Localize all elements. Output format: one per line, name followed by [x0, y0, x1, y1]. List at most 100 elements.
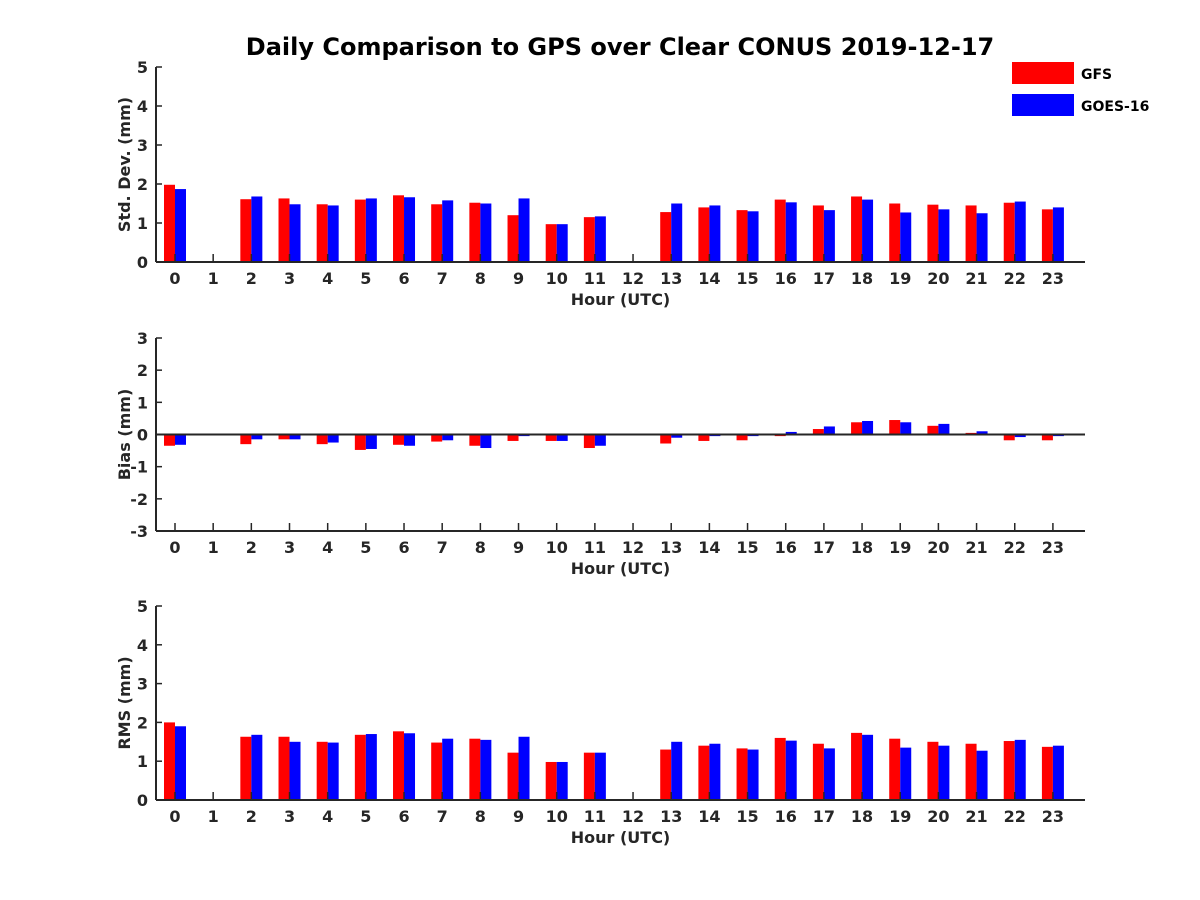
xtick-label: 12 — [622, 538, 644, 557]
xtick-label: 20 — [927, 269, 949, 288]
xtick-label: 23 — [1042, 269, 1064, 288]
bar-gfs-hour-21 — [965, 205, 977, 262]
bar-gfs-hour-9 — [507, 434, 519, 441]
xtick-label: 7 — [437, 269, 448, 288]
bar-goes-16-hour-16 — [785, 431, 797, 435]
bar-gfs-hour-15 — [736, 434, 748, 441]
bar-goes-16-hour-5 — [365, 198, 377, 262]
xtick-label: 13 — [660, 807, 682, 826]
bar-gfs-hour-2 — [240, 434, 252, 445]
xtick-label: 22 — [1004, 269, 1026, 288]
bar-gfs-hour-18 — [851, 422, 863, 435]
xtick-label: 0 — [169, 269, 180, 288]
xtick-label: 11 — [584, 538, 606, 557]
xtick-label: 8 — [475, 538, 486, 557]
bar-goes-16-hour-8 — [480, 739, 492, 800]
bar-goes-16-hour-11 — [594, 434, 606, 446]
bar-gfs-hour-7 — [431, 742, 443, 800]
bar-goes-16-hour-3 — [289, 741, 301, 800]
bar-gfs-hour-2 — [240, 199, 252, 262]
bar-gfs-hour-6 — [393, 195, 405, 262]
bar-goes-16-hour-17 — [823, 426, 835, 435]
bar-goes-16-hour-7 — [442, 738, 454, 800]
xtick-label: 17 — [813, 538, 835, 557]
xtick-label: 18 — [851, 807, 873, 826]
bar-gfs-hour-4 — [316, 434, 328, 445]
bar-gfs-hour-22 — [1003, 434, 1015, 441]
bar-goes-16-hour-5 — [365, 734, 377, 800]
bar-goes-16-hour-2 — [251, 196, 263, 262]
xtick-label: 13 — [660, 269, 682, 288]
bar-goes-16-hour-22 — [1014, 201, 1026, 262]
bar-gfs-hour-5 — [354, 199, 366, 262]
xtick-label: 21 — [965, 807, 987, 826]
bar-gfs-hour-8 — [469, 434, 481, 446]
bar-gfs-hour-23 — [1041, 434, 1053, 441]
ytick-label: 1 — [137, 214, 148, 233]
xtick-label: 10 — [546, 269, 568, 288]
bar-goes-16-hour-9 — [518, 736, 530, 800]
bar-goes-16-hour-19 — [900, 747, 912, 800]
bar-goes-16-hour-18 — [862, 734, 874, 800]
bar-goes-16-hour-6 — [404, 733, 416, 800]
bar-gfs-hour-14 — [698, 434, 710, 441]
bar-goes-16-hour-22 — [1014, 434, 1026, 438]
x-axis-label: Hour (UTC) — [571, 290, 671, 309]
bar-gfs-hour-9 — [507, 752, 519, 800]
xtick-label: 10 — [546, 538, 568, 557]
xtick-label: 15 — [736, 269, 758, 288]
y-axis-label: RMS (mm) — [115, 656, 134, 749]
bar-goes-16-hour-21 — [976, 431, 988, 435]
ytick-label: 0 — [137, 791, 148, 810]
xtick-label: 7 — [437, 807, 448, 826]
xtick-label: 20 — [927, 807, 949, 826]
xtick-label: 4 — [322, 807, 333, 826]
bar-gfs-hour-9 — [507, 215, 519, 262]
bar-goes-16-hour-4 — [327, 205, 339, 262]
xtick-label: 1 — [208, 269, 219, 288]
xtick-label: 1 — [208, 538, 219, 557]
ytick-label: 5 — [137, 597, 148, 616]
bar-goes-16-hour-13 — [671, 741, 683, 800]
bar-gfs-hour-2 — [240, 736, 252, 800]
bar-goes-16-hour-16 — [785, 740, 797, 800]
ytick-label: 4 — [137, 636, 148, 655]
bar-gfs-hour-19 — [889, 203, 901, 262]
xtick-label: 17 — [813, 807, 835, 826]
xtick-label: 14 — [698, 807, 720, 826]
legend-label-goes-16: GOES-16 — [1081, 99, 1149, 115]
bar-goes-16-hour-20 — [938, 209, 950, 262]
xtick-label: 20 — [927, 538, 949, 557]
bar-gfs-hour-4 — [316, 741, 328, 800]
y-axis-label: Bias (mm) — [115, 389, 134, 481]
bar-goes-16-hour-13 — [671, 434, 683, 438]
bar-gfs-hour-10 — [545, 761, 557, 800]
xtick-label: 1 — [208, 807, 219, 826]
xtick-label: 13 — [660, 538, 682, 557]
xtick-label: 6 — [398, 807, 409, 826]
ytick-label: 5 — [137, 58, 148, 77]
bar-goes-16-hour-13 — [671, 203, 683, 262]
bar-gfs-hour-6 — [393, 434, 405, 445]
bar-gfs-hour-20 — [927, 425, 939, 435]
ytick-label: 0 — [137, 253, 148, 272]
xtick-label: 8 — [475, 807, 486, 826]
ytick-label: 3 — [137, 329, 148, 348]
ytick-label: 1 — [137, 752, 148, 771]
xtick-label: 9 — [513, 269, 524, 288]
bar-gfs-hour-7 — [431, 204, 443, 262]
xtick-label: 16 — [775, 538, 797, 557]
bar-gfs-hour-16 — [774, 199, 786, 262]
bar-gfs-hour-3 — [278, 198, 290, 262]
xtick-label: 3 — [284, 269, 295, 288]
xtick-label: 14 — [698, 538, 720, 557]
xtick-label: 12 — [622, 269, 644, 288]
bar-goes-16-hour-9 — [518, 198, 530, 262]
bar-goes-16-hour-14 — [709, 205, 721, 262]
xtick-label: 12 — [622, 807, 644, 826]
xtick-label: 11 — [584, 269, 606, 288]
ytick-label: 2 — [137, 175, 148, 194]
bar-gfs-hour-23 — [1041, 209, 1053, 262]
